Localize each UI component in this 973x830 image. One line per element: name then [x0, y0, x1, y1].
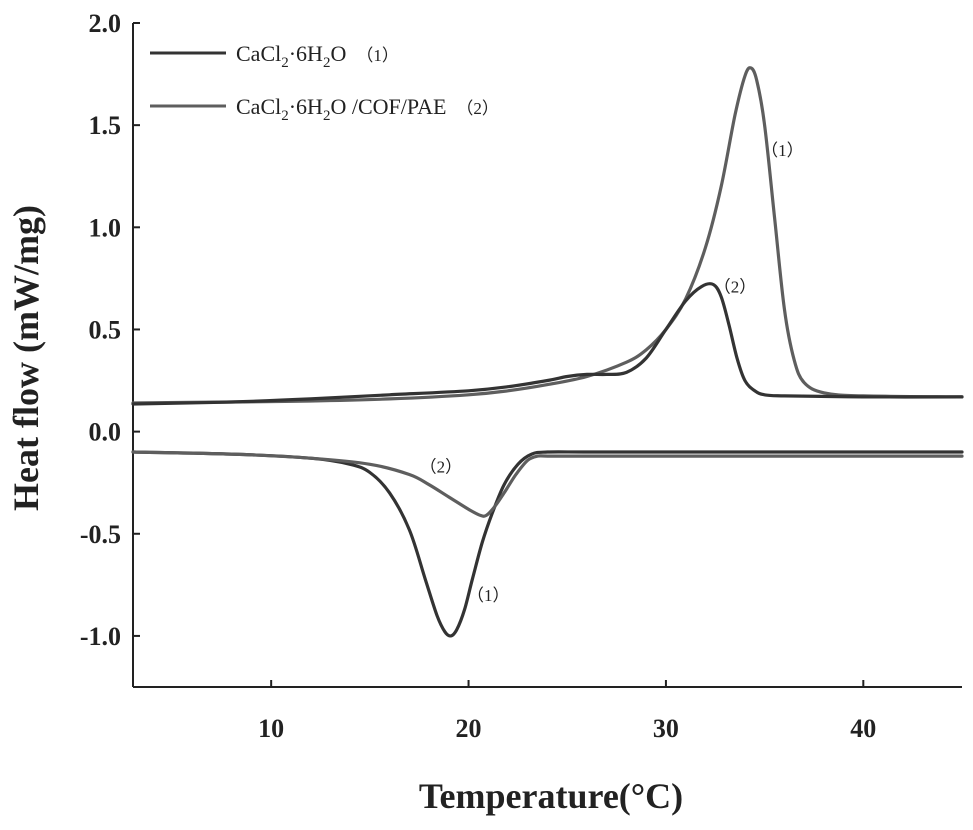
- y-tick-label: -0.5: [80, 520, 121, 549]
- curve-annotation: （1）: [467, 586, 510, 605]
- curve-annotation: （1）: [761, 141, 804, 160]
- series-line-4: [133, 452, 962, 516]
- chart-canvas: 10 20 30 40 -1.0 -0.5 0.0 0.5 1.0 1.5 2.0 （1） （2） （2…: [0, 0, 973, 825]
- x-tick-label: 20: [456, 714, 482, 743]
- curve-annotation: （2）: [420, 457, 463, 476]
- x-tick-label: 10: [258, 714, 284, 743]
- y-tick-label: -1.0: [80, 622, 121, 651]
- x-tick-label: 40: [850, 714, 876, 743]
- y-tick-label: 1.0: [89, 213, 122, 242]
- legend-label-2: CaCl2·6H2O /COF/PAE（2）: [236, 94, 499, 124]
- legend: CaCl2·6H2O（1） CaCl2·6H2O /COF/PAE（2）: [150, 41, 499, 124]
- curve-annotation: （2）: [714, 278, 757, 297]
- y-tick-label: 1.5: [89, 111, 122, 140]
- x-axis-title: Temperature(°C): [419, 776, 683, 816]
- y-tick-label: 0.0: [89, 418, 122, 447]
- series-line-3: [133, 452, 962, 636]
- y-tick-label: 2.0: [89, 9, 122, 38]
- y-axis-title: Heat flow (mW/mg): [6, 205, 46, 511]
- x-tick-label: 30: [653, 714, 679, 743]
- legend-label-1: CaCl2·6H2O（1）: [236, 41, 399, 71]
- dsc-chart: 10 20 30 40 -1.0 -0.5 0.0 0.5 1.0 1.5 2.0 （1） （2） （2…: [0, 0, 973, 825]
- y-tick-label: 0.5: [89, 315, 122, 344]
